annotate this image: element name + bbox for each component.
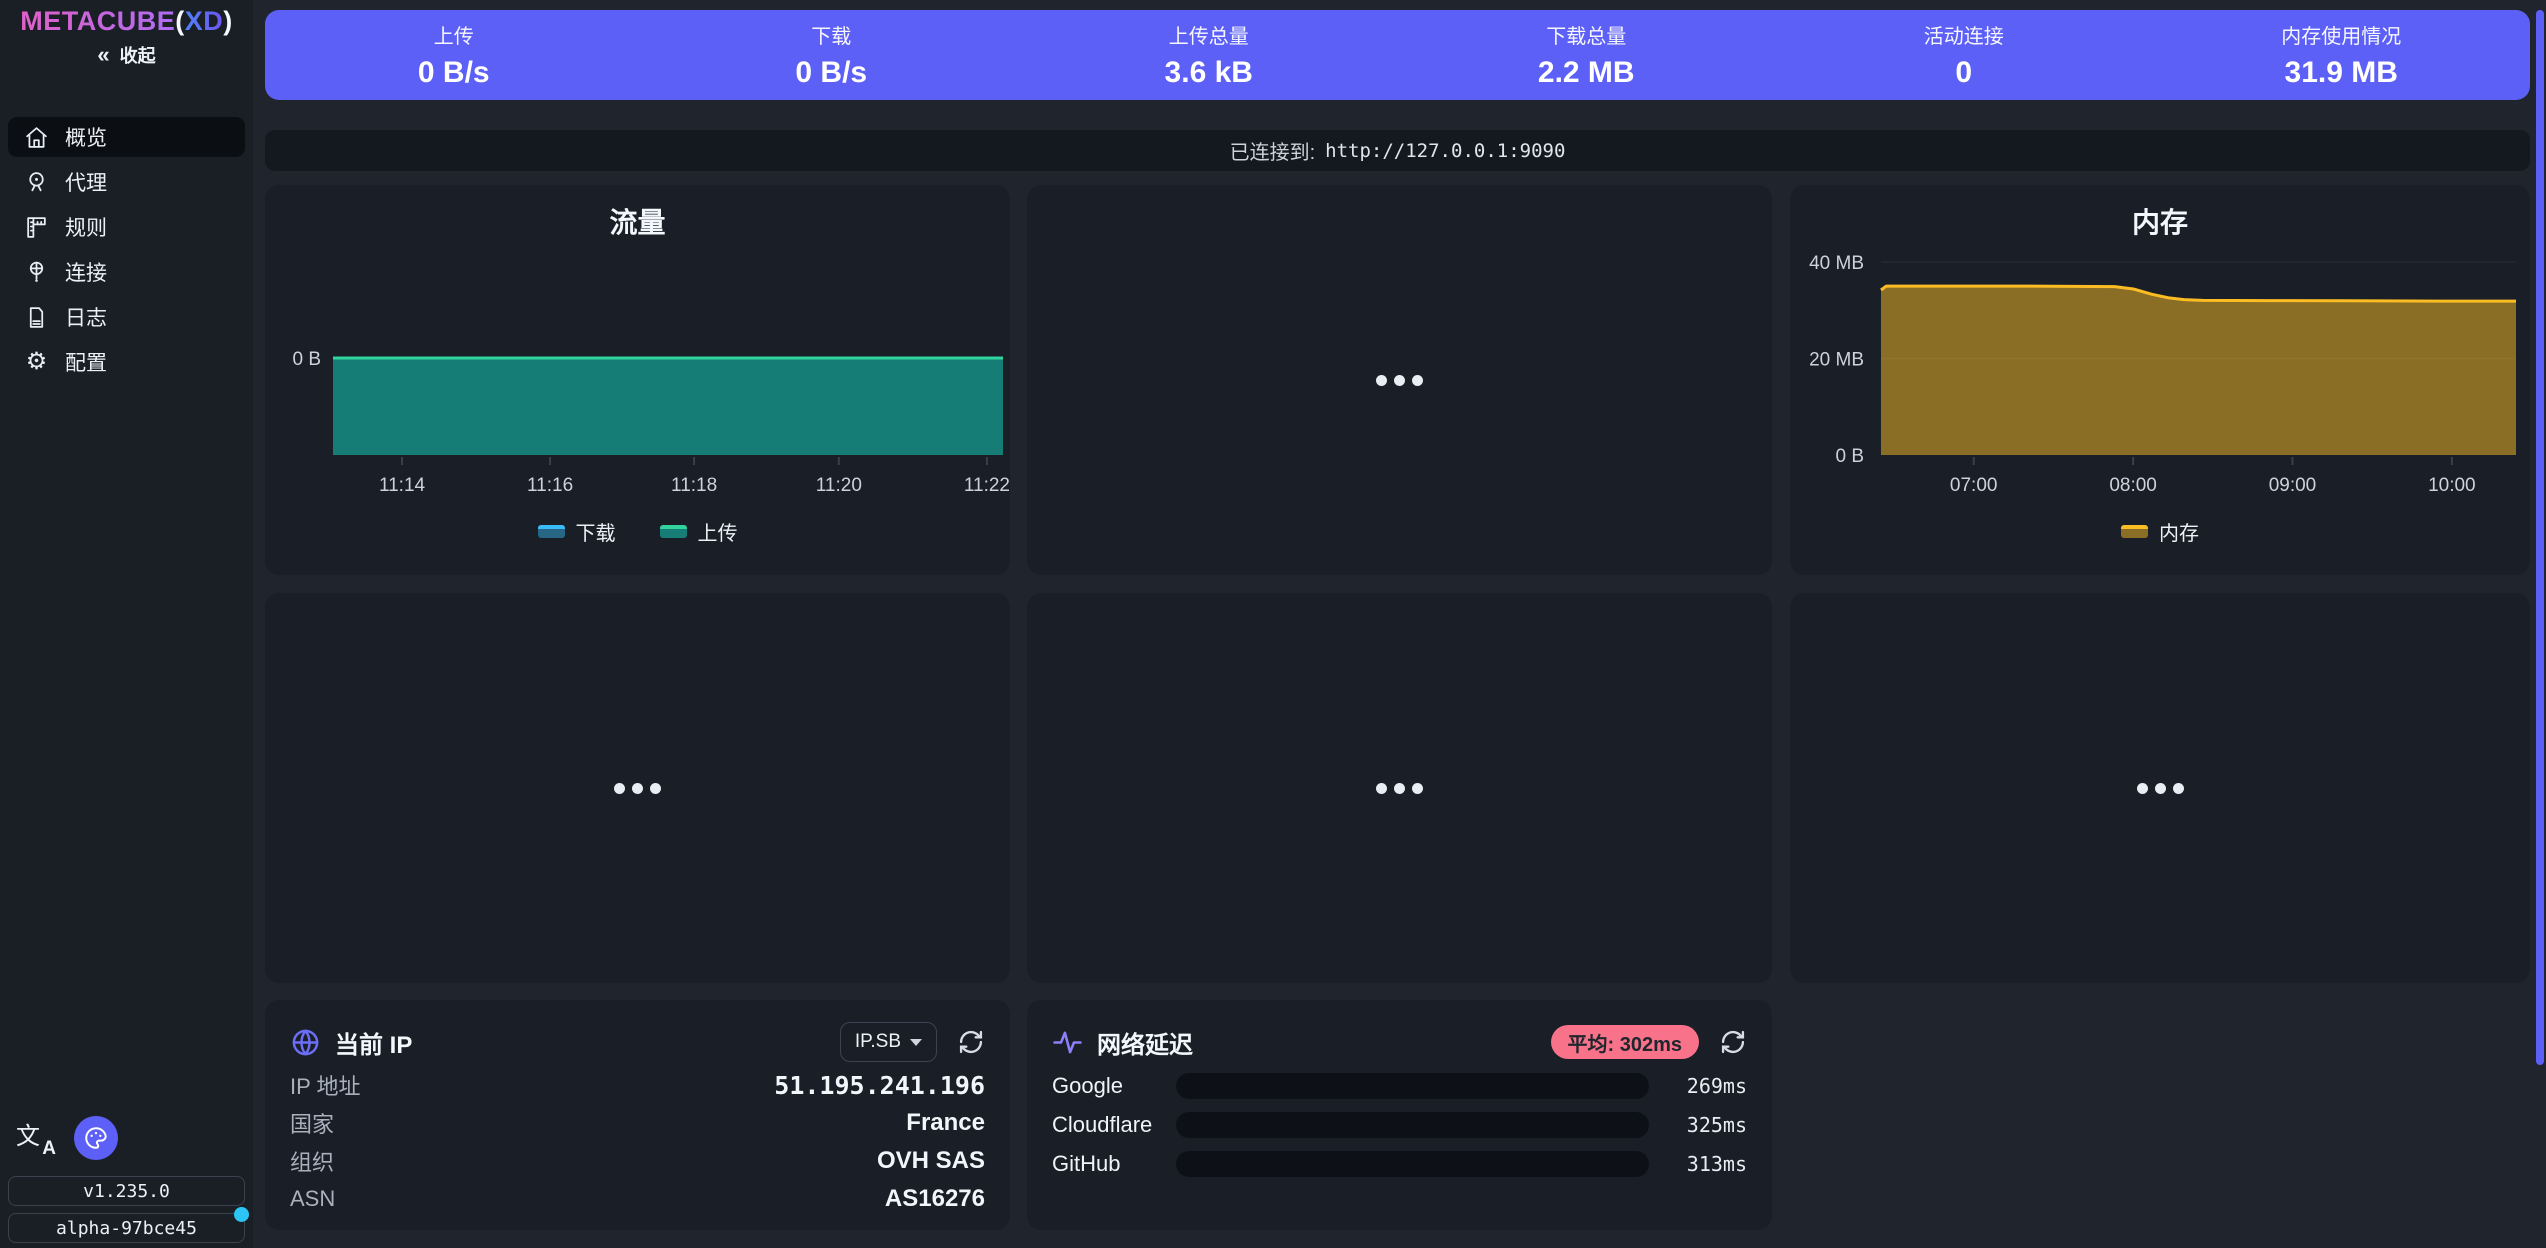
- loading-dots: [1027, 185, 1772, 575]
- upload-swatch: [659, 525, 687, 538]
- svg-text:10:00: 10:00: [2428, 475, 2476, 496]
- loading-dots: [1790, 593, 2530, 983]
- memory-chart-title: 内存: [2131, 207, 2188, 238]
- connected-url: http://127.0.0.1:9090: [1325, 139, 1566, 162]
- ip-row-org: 组织 OVH SAS: [290, 1147, 985, 1175]
- loading-panel: [265, 593, 1010, 983]
- traffic-chart-card: 流量 0 B 11:14 11:16 11:18 11:20 11:22 下载 上传: [265, 185, 1010, 575]
- svg-text:40 MB: 40 MB: [1809, 253, 1864, 274]
- loading-panel: [1027, 593, 1772, 983]
- memory-chart-card: 内存 40 MB 20 MB 0 B 07:00 08:00 09:00 10:00 内存: [1790, 185, 2530, 575]
- sidebar-item-overview[interactable]: 概览: [8, 117, 245, 157]
- sidebar-item-logs[interactable]: 日志: [8, 297, 245, 337]
- latency-average-badge: 平均: 302ms: [1550, 1025, 1699, 1059]
- stat-download-total: 下载总量 2.2 MB: [1537, 26, 1635, 89]
- ip-source-select[interactable]: IP.SB: [839, 1022, 937, 1062]
- memory-chart: 40 MB 20 MB 0 B 07:00 08:00 09:00 10:00: [1809, 253, 2516, 496]
- ip-row-country: 国家 France: [290, 1109, 985, 1137]
- brand-name: METACUBE: [20, 6, 176, 36]
- ip-address-value: 51.195.241.196: [774, 1070, 985, 1100]
- current-ip-card: 当前 IP IP.SB IP 地址 51.195.241.196 国家 Fran…: [265, 1000, 1010, 1230]
- chevron-down-icon: [910, 1038, 922, 1046]
- globe-stand-icon: [29, 171, 44, 191]
- stat-upload-speed: 上传 0 B/s: [417, 26, 490, 89]
- latency-row-google: Google 269ms: [1052, 1072, 1747, 1099]
- globe-icon: [292, 1029, 319, 1055]
- traffic-chart-title: 流量: [609, 207, 666, 238]
- legend-item-upload[interactable]: 上传: [659, 517, 738, 546]
- ip-org-value: OVH SAS: [876, 1147, 985, 1174]
- ip-asn-value: AS16276: [884, 1185, 985, 1212]
- file-text-icon: [29, 306, 44, 328]
- svg-text:0 B: 0 B: [1835, 446, 1864, 467]
- ruler-icon: [27, 216, 46, 238]
- svg-text:08:00: 08:00: [2109, 475, 2157, 496]
- latency-row-cloudflare: Cloudflare 325ms: [1052, 1111, 1747, 1138]
- svg-text:11:16: 11:16: [527, 475, 573, 496]
- latency-row-github: GitHub 313ms: [1052, 1150, 1747, 1177]
- sidebar-item-connections[interactable]: 连接: [8, 252, 245, 292]
- home-icon: [26, 126, 47, 148]
- ip-country-value: France: [906, 1109, 985, 1136]
- sidebar: METACUBE(XD) « 收起 概览 代理 规则: [0, 0, 253, 1248]
- svg-text:11:22: 11:22: [964, 475, 1010, 496]
- latency-bar-track: [1176, 1111, 1649, 1138]
- connected-endpoint-bar: 已连接到: http://127.0.0.1:9090: [265, 130, 2530, 171]
- svg-text:11:20: 11:20: [816, 475, 862, 496]
- loading-dots: [265, 593, 1010, 983]
- ip-card-title: 当前 IP: [335, 1031, 413, 1059]
- stat-download-speed: 下载 0 B/s: [795, 26, 868, 89]
- loading-dots: [1027, 593, 1772, 983]
- page-scrollbar-thumb[interactable]: [2536, 10, 2544, 1065]
- memory-legend: 内存: [1790, 517, 2530, 546]
- download-swatch: [537, 525, 565, 538]
- update-notification-dot: [234, 1207, 249, 1222]
- sidebar-item-rules[interactable]: 规则: [8, 207, 245, 247]
- stat-active-connections: 活动连接 0: [1923, 26, 2004, 89]
- build-version-button[interactable]: alpha-97bce45: [8, 1207, 249, 1243]
- traffic-chart: 0 B 11:14 11:16 11:18 11:20 11:22: [292, 349, 1010, 496]
- palette-icon: [85, 1127, 107, 1149]
- svg-text:07:00: 07:00: [1950, 475, 1998, 496]
- legend-item-memory[interactable]: 内存: [2121, 517, 2199, 546]
- svg-text:09:00: 09:00: [2269, 475, 2317, 496]
- latency-refresh-button[interactable]: [1719, 1028, 1747, 1056]
- core-version-button[interactable]: v1.235.0: [8, 1176, 245, 1206]
- stats-header-bar: 上传 0 B/s 下载 0 B/s 上传总量 3.6 kB 下载总量 2.2 M…: [265, 10, 2530, 100]
- loading-panel: [1790, 593, 2530, 983]
- network-latency-card: 网络延迟 平均: 302ms Google 269ms Cloudflare 3…: [1027, 1000, 1772, 1230]
- sidebar-item-proxies[interactable]: 代理: [8, 162, 245, 202]
- refresh-icon: [1721, 1030, 1745, 1054]
- activity-icon: [1053, 1031, 1082, 1053]
- loading-panel: [1027, 185, 1772, 575]
- latency-bar-track: [1176, 1072, 1649, 1099]
- svg-text:11:18: 11:18: [671, 475, 717, 496]
- memory-swatch: [2121, 525, 2148, 538]
- app-logo: METACUBE(XD): [20, 6, 233, 36]
- traffic-legend: 下载 上传: [265, 517, 1010, 546]
- gear-icon: ⚙: [25, 348, 48, 375]
- collapse-sidebar-button[interactable]: « 收起: [97, 42, 156, 67]
- stat-memory-usage: 内存使用情况 31.9 MB: [2281, 26, 2402, 89]
- chevrons-left-icon: «: [97, 42, 110, 67]
- svg-text:20 MB: 20 MB: [1809, 350, 1864, 371]
- connected-label: 已连接到:: [1229, 142, 1316, 164]
- ip-row-asn: ASN AS16276: [290, 1185, 985, 1212]
- brand-accent: XD: [184, 6, 224, 36]
- latency-bar-track: [1176, 1150, 1649, 1177]
- globe-pole-icon: [29, 261, 44, 282]
- legend-item-download[interactable]: 下载: [537, 517, 616, 546]
- ip-row-address: IP 地址 51.195.241.196: [290, 1070, 985, 1100]
- ip-refresh-button[interactable]: [957, 1028, 985, 1056]
- svg-text:11:14: 11:14: [379, 475, 426, 496]
- sidebar-nav: 概览 代理 规则 连接 日志: [8, 117, 245, 387]
- sidebar-item-config[interactable]: ⚙ 配置: [25, 348, 107, 376]
- stat-upload-total: 上传总量 3.6 kB: [1164, 26, 1253, 89]
- theme-palette-button[interactable]: [74, 1116, 118, 1160]
- latency-card-title: 网络延迟: [1097, 1031, 1193, 1059]
- svg-text:0 B: 0 B: [292, 349, 321, 370]
- refresh-icon: [959, 1030, 983, 1054]
